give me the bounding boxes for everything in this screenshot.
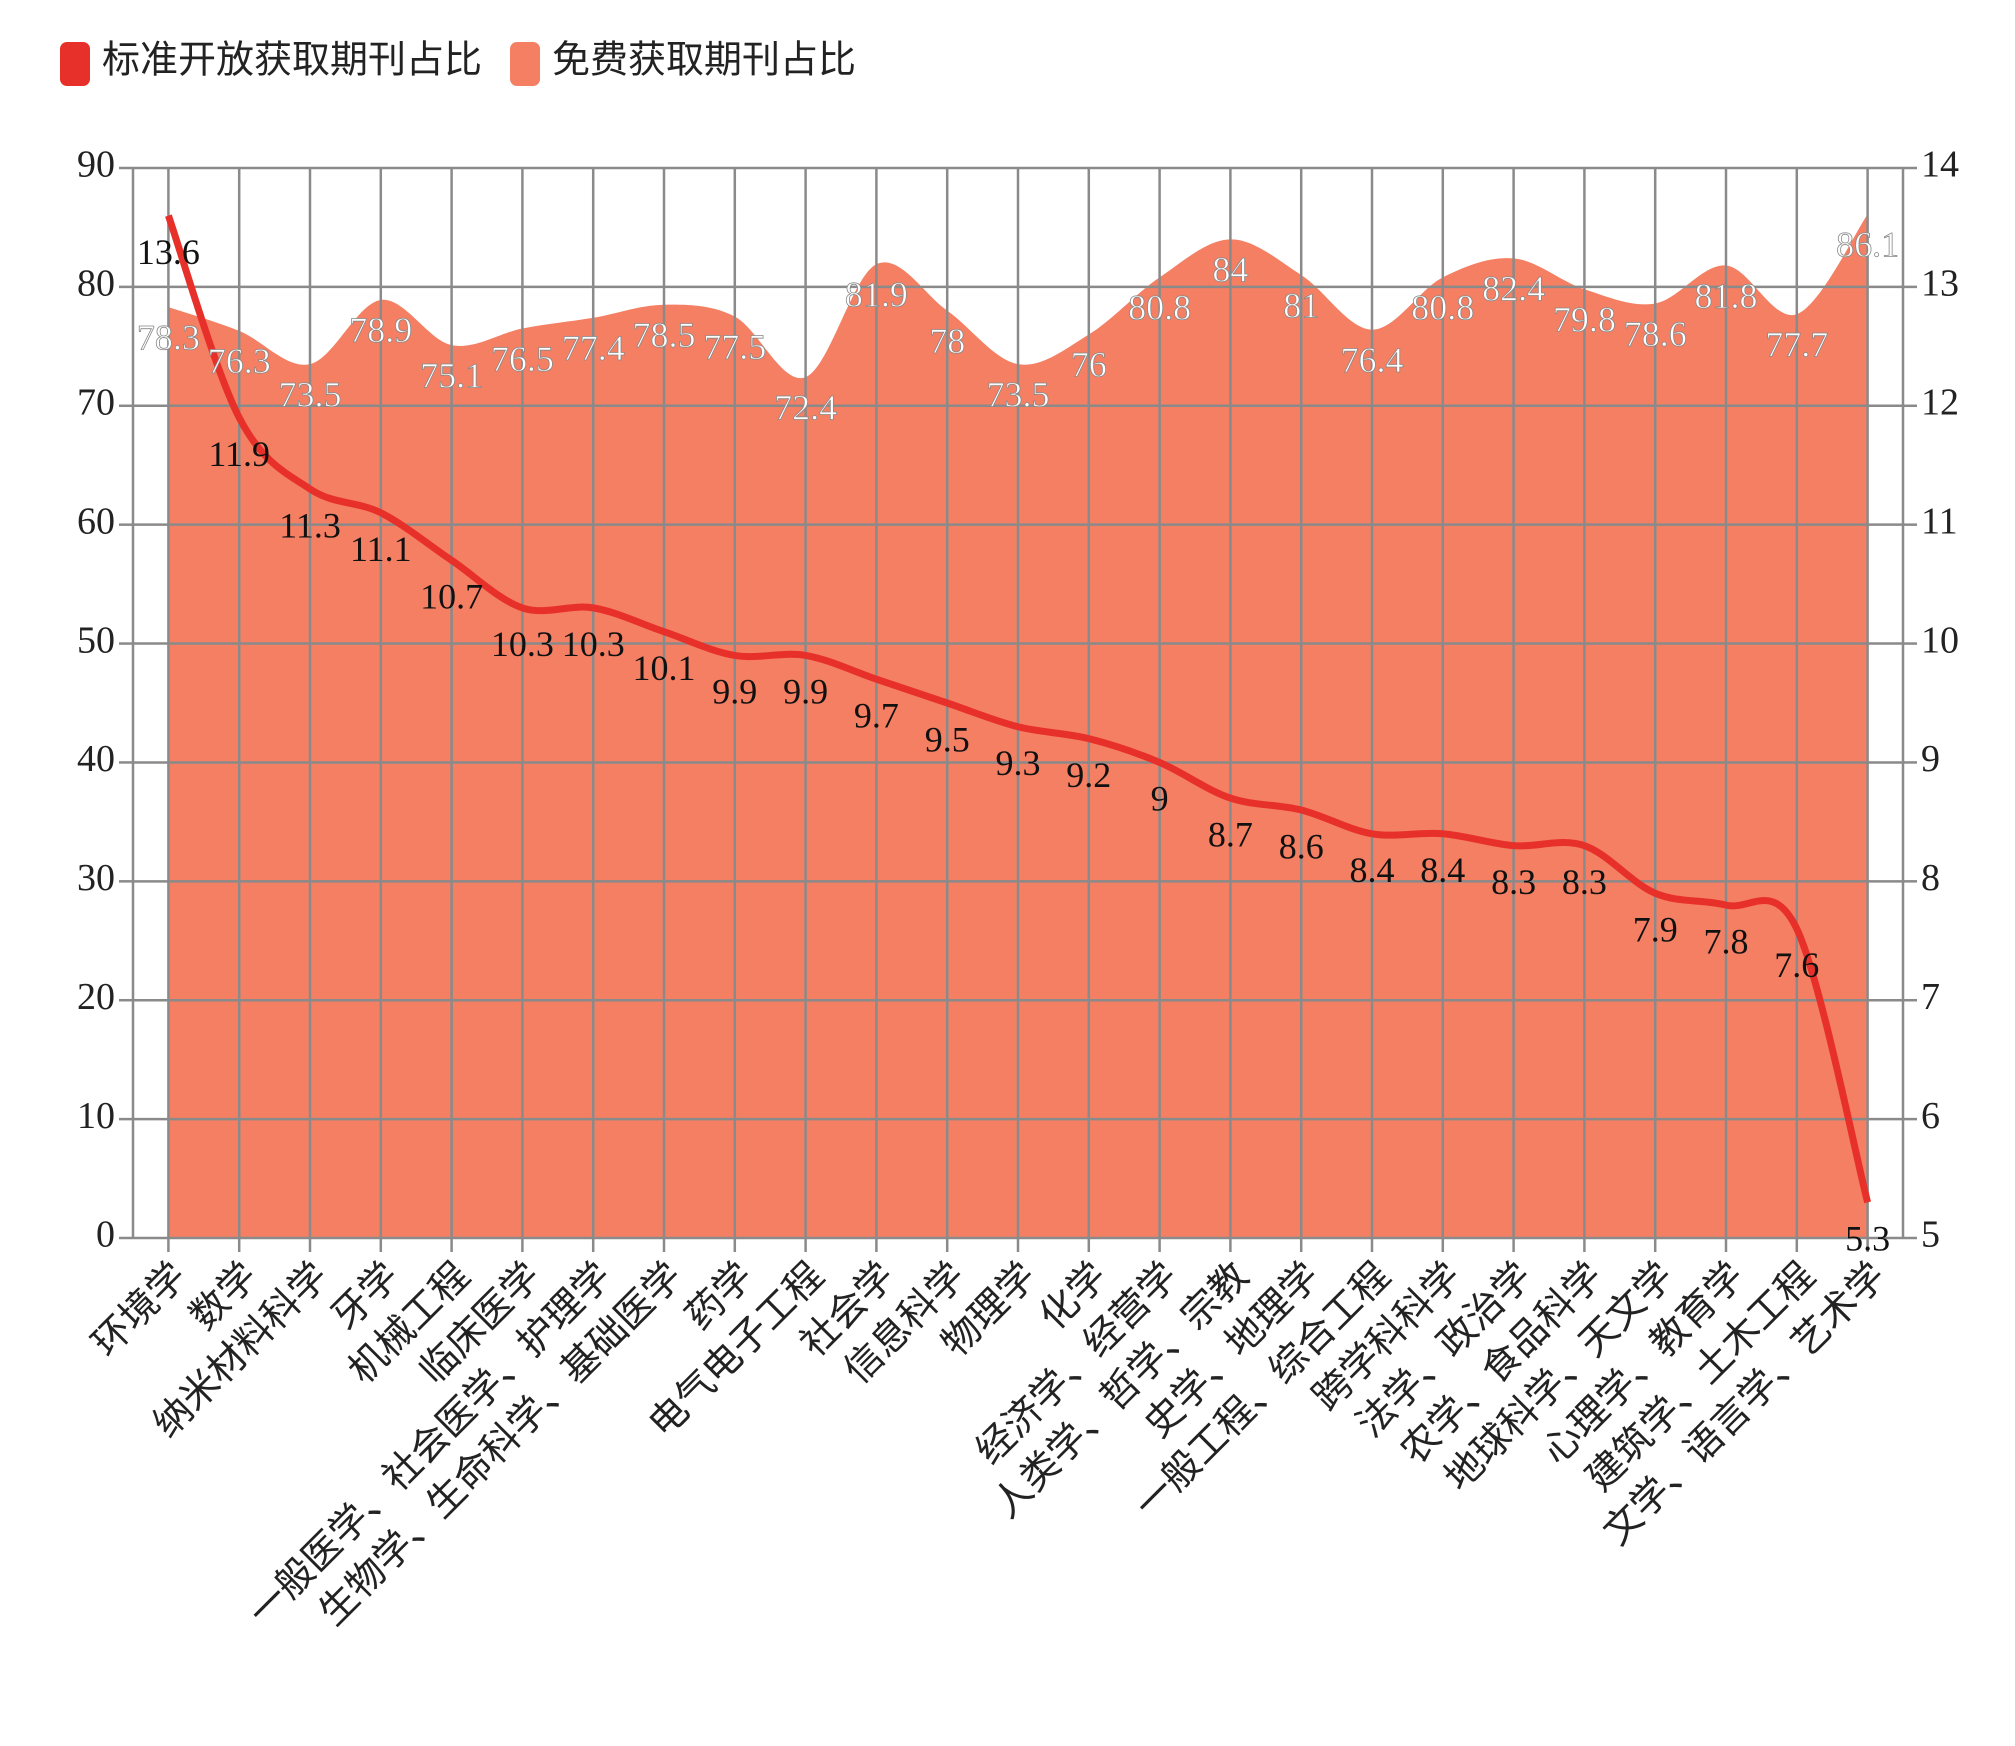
value-label: 81.8 [1695,276,1758,316]
y-tick-label: 60 [77,500,115,542]
value-label: 8.4 [1350,850,1395,890]
value-label: 76.3 [208,341,271,381]
y2-tick-label: 14 [1921,144,1959,186]
value-label: 7.9 [1633,909,1678,949]
value-label: 73.5 [987,374,1050,414]
value-label: 10.3 [491,624,554,664]
value-label: 8.3 [1562,862,1607,902]
value-label: 80.8 [1128,288,1191,328]
value-label: 13.6 [137,232,200,272]
y-tick-label: 80 [77,263,115,305]
value-label: 9.5 [925,719,970,759]
value-label: 77.7 [1765,324,1828,364]
y2-tick-label: 11 [1921,500,1958,542]
value-label: 8.7 [1208,814,1253,854]
value-label: 10.3 [562,624,625,664]
value-label: 9.2 [1066,755,1111,795]
value-label: 7.6 [1774,945,1819,985]
y-tick-label: 40 [77,738,115,780]
value-label: 86.1 [1836,225,1899,265]
value-label: 76.5 [491,339,554,379]
value-label: 7.8 [1704,921,1749,961]
y2-tick-label: 12 [1921,381,1959,423]
value-label: 82.4 [1482,269,1545,309]
y-tick-label: 20 [77,976,115,1018]
y2-tick-label: 9 [1921,738,1940,780]
value-label: 8.3 [1491,862,1536,902]
value-label: 78.6 [1624,314,1687,354]
value-label: 11.3 [279,505,341,545]
value-label: 10.1 [633,648,696,688]
value-label: 84 [1212,250,1248,290]
y-tick-label: 90 [77,144,115,186]
line [165,214,1871,1204]
value-label: 9.3 [996,743,1041,783]
value-label: 9.7 [854,695,899,735]
y2-tick-label: 6 [1921,1095,1940,1137]
value-label: 72.4 [774,388,837,428]
value-label: 11.9 [208,434,270,474]
value-label: 78.3 [137,317,200,357]
y2-tick-label: 13 [1921,263,1959,305]
value-label: 78.5 [633,315,696,355]
y-tick-label: 0 [96,1214,115,1256]
value-label: 9.9 [712,672,757,712]
y-tick-label: 30 [77,857,115,899]
value-label: 75.1 [420,355,483,395]
legend-swatch [60,42,90,86]
value-label: 10.7 [420,577,483,617]
legend-label: 标准开放获取期刊占比 [102,40,482,82]
value-label: 78.9 [349,310,412,350]
value-label: 9.9 [783,672,828,712]
value-label: 8.4 [1420,850,1465,890]
value-label: 81.9 [845,275,908,315]
x-tick-label: 环境学 [85,1255,195,1365]
value-label: 11.1 [350,529,412,569]
value-label: 78 [929,321,965,361]
value-label: 73.5 [279,374,342,414]
legend-swatch [510,42,541,86]
y2-tick-label: 7 [1921,976,1940,1018]
y-tick-label: 50 [77,619,115,661]
value-label: 77.5 [703,327,766,367]
value-label: 81 [1283,285,1319,325]
value-label: 76 [1071,345,1107,385]
value-label: 77.4 [562,328,625,368]
value-label: 79.8 [1553,300,1616,340]
value-label: 8.6 [1279,826,1324,866]
value-label: 76.4 [1341,340,1404,380]
y2-tick-label: 8 [1921,857,1940,899]
y2-tick-label: 5 [1921,1214,1940,1256]
y-tick-label: 10 [77,1095,115,1137]
value-label: 80.8 [1411,288,1474,328]
value-label: 5.3 [1845,1219,1890,1259]
value-label: 9 [1151,779,1169,819]
y-tick-label: 70 [77,381,115,423]
y2-tick-label: 10 [1921,619,1959,661]
legend-label: 免费获取期刊占比 [552,40,856,82]
